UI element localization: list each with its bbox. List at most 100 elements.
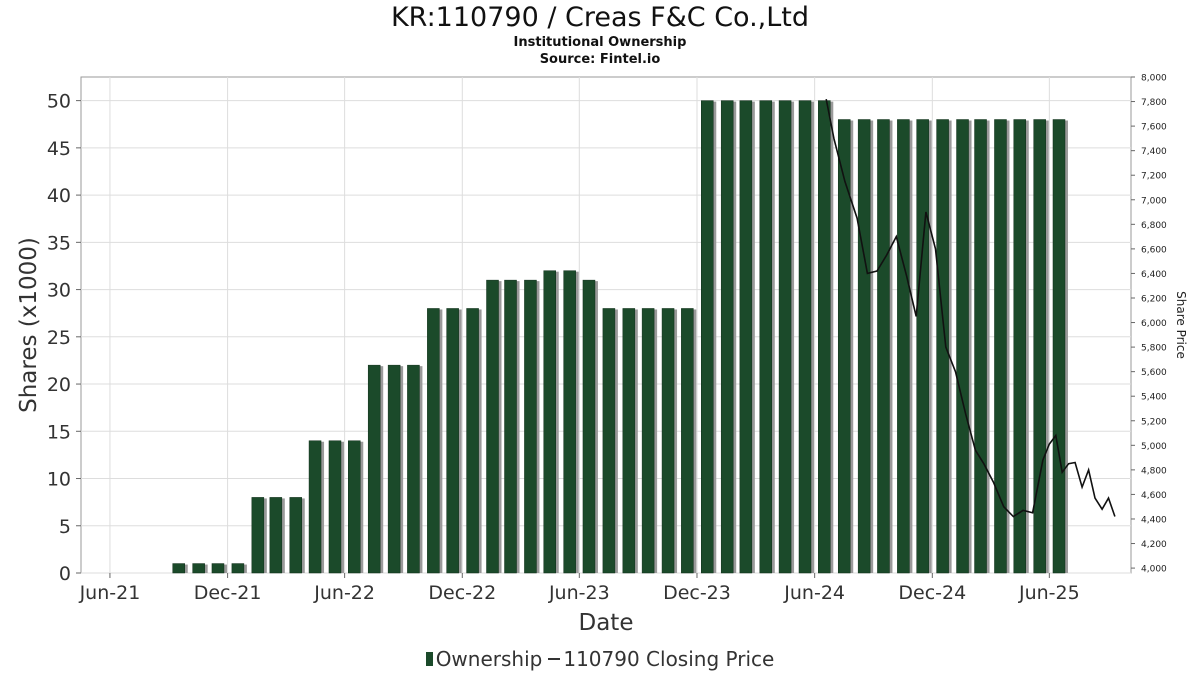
- y2-tick-label: 8,000: [1141, 74, 1167, 84]
- ownership-bar: [622, 308, 636, 574]
- y-tick-label: 30: [47, 280, 71, 302]
- y-tick-label: 50: [47, 91, 71, 113]
- ownership-bar: [701, 100, 714, 574]
- x-axis-title: Date: [579, 610, 634, 636]
- ownership-bar: [936, 119, 949, 574]
- y2-tick-label: 7,800: [1141, 98, 1167, 108]
- ownership-bar: [857, 119, 871, 574]
- ownership-legend-swatch: [425, 651, 433, 666]
- y-tick-label: 45: [47, 138, 71, 160]
- chart-legend: Ownership 110790 Closing Price: [0, 647, 1200, 671]
- y2-tick-label: 4,600: [1141, 491, 1167, 501]
- ownership-bar: [916, 119, 929, 574]
- ownership-bar: [1052, 119, 1066, 574]
- y2-tick-label: 6,800: [1141, 221, 1167, 231]
- y2-tick-label: 7,600: [1141, 123, 1167, 133]
- x-tick-label: Dec-24: [898, 582, 966, 604]
- y-tick-label: 15: [47, 421, 71, 443]
- x-tick-label: Dec-23: [663, 582, 731, 604]
- x-tick-label: Jun-22: [313, 582, 375, 604]
- ownership-bar: [798, 100, 812, 574]
- ownership-bar: [602, 308, 616, 574]
- y2-tick-label: 6,200: [1141, 294, 1167, 304]
- price-legend-line: [548, 657, 561, 660]
- y2-tick-label: 4,200: [1141, 540, 1167, 550]
- x-tick-label: Jun-25: [1018, 582, 1080, 604]
- y2-tick-label: 5,000: [1141, 442, 1167, 452]
- y2-axis-title: Share Price: [1174, 291, 1188, 359]
- y2-tick-label: 4,800: [1141, 466, 1167, 476]
- ownership-bar: [466, 308, 479, 574]
- y-tick-label: 25: [47, 327, 71, 349]
- y-tick-label: 10: [47, 469, 71, 491]
- ownership-bar: [759, 100, 773, 574]
- y-tick-label: 0: [59, 563, 71, 585]
- x-tick-label: Jun-24: [783, 582, 845, 604]
- price-line: [825, 98, 1116, 518]
- ownership-bar: [172, 563, 185, 574]
- y-tick-label: 40: [47, 185, 71, 207]
- ownership-bar: [367, 364, 381, 574]
- ownership-bar: [407, 364, 420, 574]
- chart-subtitle: Institutional Ownership: [513, 35, 687, 50]
- y2-tick-label: 5,200: [1141, 417, 1167, 427]
- ownership-bar: [486, 279, 499, 574]
- ownership-bar: [427, 308, 440, 574]
- x-tick-label: Dec-22: [428, 582, 496, 604]
- ownership-bar: [739, 100, 753, 574]
- ownership-bar: [661, 308, 675, 574]
- ownership-bar: [994, 119, 1007, 574]
- ownership-legend-label: Ownership: [435, 647, 543, 671]
- ownership-bar: [251, 497, 265, 574]
- ownership-bar: [837, 119, 851, 574]
- ownership-bar: [1033, 119, 1046, 574]
- price-legend-label: 110790 Closing Price: [563, 647, 775, 671]
- x-tick-label: Dec-21: [194, 582, 262, 604]
- ownership-bar: [563, 270, 576, 574]
- ownership-bar: [348, 440, 361, 574]
- ownership-bar: [543, 270, 556, 574]
- y2-tick-label: 6,400: [1141, 270, 1167, 280]
- y2-tick-label: 4,400: [1141, 515, 1167, 525]
- ownership-bar: [778, 100, 792, 574]
- x-tick-label: Jun-23: [548, 582, 610, 604]
- y2-tick-label: 5,800: [1141, 344, 1167, 354]
- ownership-bar: [524, 279, 537, 574]
- y-tick-label: 20: [47, 374, 71, 396]
- ownership-bar: [387, 364, 401, 574]
- ownership-bar: [818, 100, 831, 574]
- y2-tick-label: 4,000: [1141, 565, 1167, 575]
- ownership-bar: [974, 119, 987, 574]
- y2-tick-label: 5,600: [1141, 368, 1167, 378]
- ownership-bar: [1013, 119, 1027, 574]
- ownership-bar: [231, 563, 245, 574]
- y2-tick-label: 7,000: [1141, 196, 1167, 206]
- chart-title: KR:110790 / Creas F&C Co.,Ltd: [390, 2, 810, 33]
- ownership-bar: [289, 497, 303, 574]
- ownership-bar: [681, 308, 694, 574]
- y2-tick-label: 5,400: [1141, 393, 1167, 403]
- y2-tick-label: 6,600: [1141, 245, 1167, 255]
- ownership-bar: [956, 119, 969, 574]
- ownership-bar: [582, 279, 596, 574]
- ownership-bar: [877, 119, 890, 574]
- ownership-bar: [192, 563, 205, 574]
- ownership-bar: [446, 308, 459, 574]
- ownership-bar: [897, 119, 910, 574]
- ownership-bar: [211, 563, 225, 574]
- ownership-bar: [504, 279, 517, 574]
- ownership-bar: [269, 497, 283, 574]
- x-tick-label: Jun-21: [79, 582, 141, 604]
- ownership-bar: [720, 100, 734, 574]
- y2-tick-label: 6,000: [1141, 319, 1167, 329]
- ownership-bar: [641, 308, 655, 574]
- y-axis-title: Shares (x1000): [16, 237, 42, 413]
- y2-tick-label: 7,400: [1141, 147, 1167, 157]
- y-tick-label: 5: [59, 516, 71, 538]
- y-tick-label: 35: [47, 232, 71, 254]
- y2-tick-label: 7,200: [1141, 172, 1167, 182]
- ownership-bar: [308, 440, 322, 574]
- chart-source: Source: Fintel.io: [539, 52, 661, 67]
- ownership-bar: [328, 440, 342, 574]
